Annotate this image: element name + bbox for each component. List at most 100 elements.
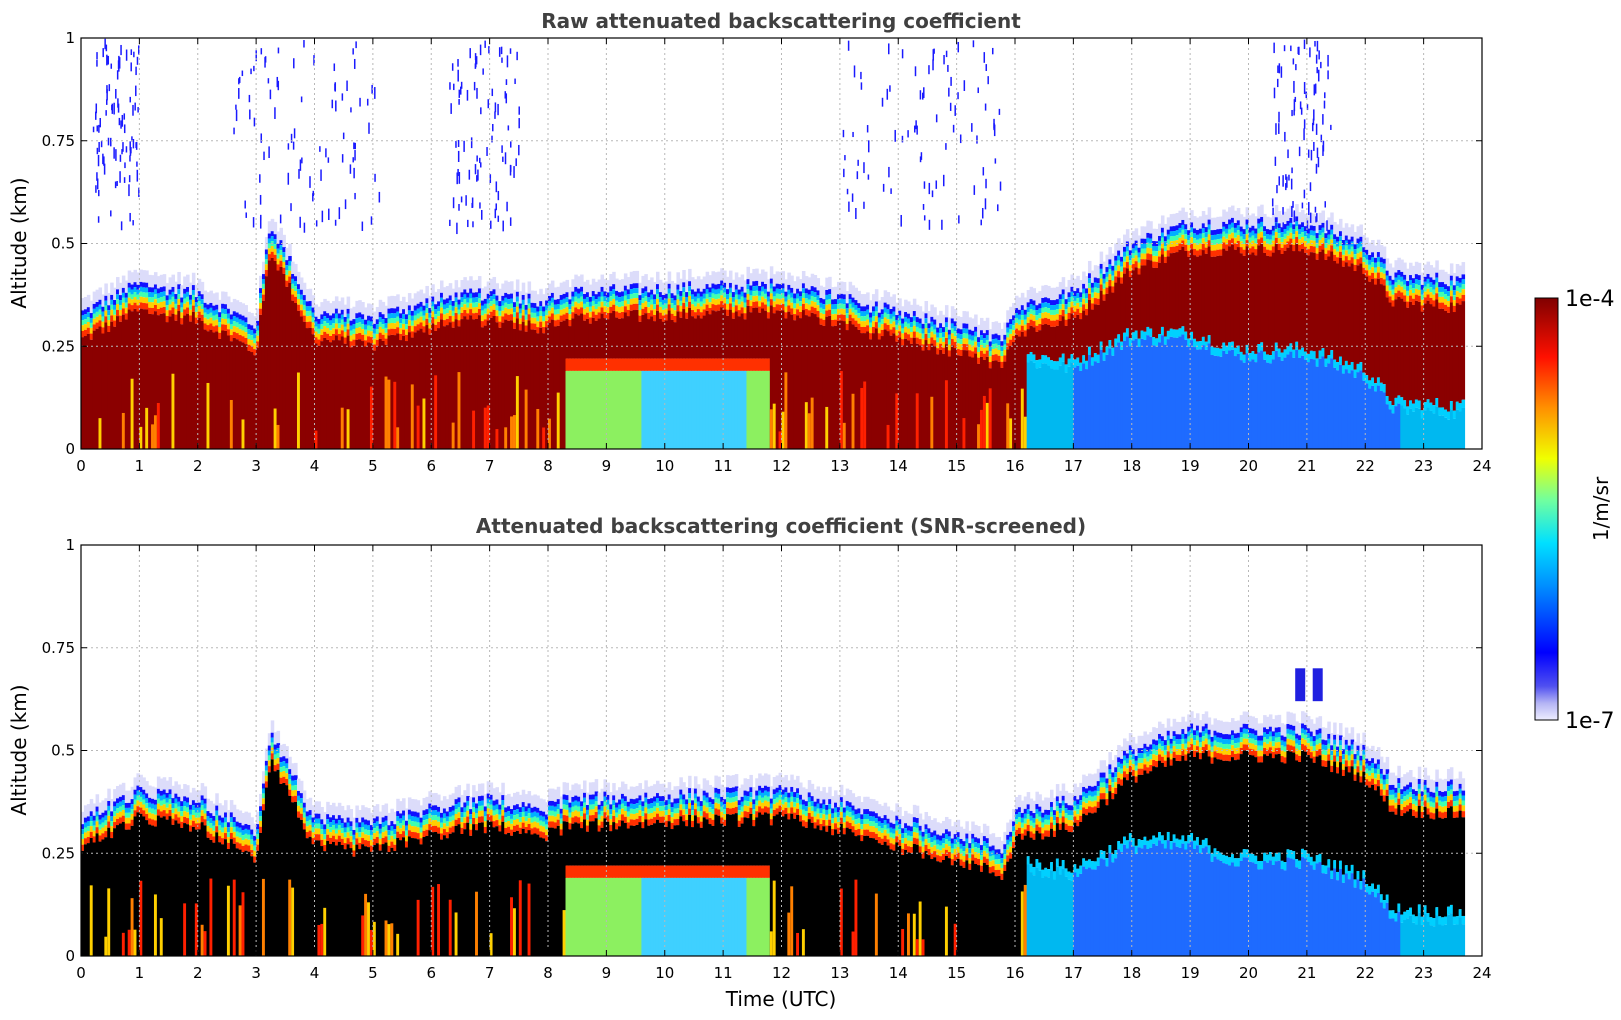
cell: [276, 424, 281, 449]
edge-cell: [676, 294, 680, 300]
edge-cell: [1359, 246, 1363, 252]
edge-cell: [1230, 238, 1235, 245]
halo-cell: [1248, 215, 1253, 228]
edge-cell: [1082, 304, 1086, 311]
edge-cell: [726, 289, 730, 295]
edge-cell: [194, 817, 199, 824]
edge-cell: [320, 319, 324, 325]
noise-cell: [881, 97, 884, 107]
cell: [259, 832, 263, 956]
edge-cell: [559, 315, 564, 322]
edge-cell: [232, 826, 237, 832]
edge-cell: [1050, 300, 1054, 306]
edge-cell: [1458, 298, 1463, 305]
edge-cell: [171, 291, 175, 297]
edge-cell: [1079, 312, 1083, 320]
cell: [145, 309, 149, 449]
cell: [1210, 354, 1215, 449]
edge-cell: [819, 302, 823, 308]
edge-cell: [1441, 287, 1445, 292]
noise-cell: [901, 135, 904, 143]
edge-cell: [326, 327, 330, 334]
edge-cell: [1321, 227, 1325, 233]
edge-cell: [1029, 313, 1034, 320]
edge-cell: [1055, 313, 1060, 320]
edge-cell: [545, 300, 549, 306]
edge-cell: [171, 307, 175, 314]
cell: [1449, 401, 1454, 410]
edge-cell: [404, 334, 409, 342]
noise-cell: [359, 97, 361, 107]
cell: [89, 339, 94, 449]
edge-cell: [504, 313, 508, 320]
noise-cell: [1303, 82, 1306, 94]
cell: [1362, 380, 1366, 449]
edge-cell: [188, 315, 193, 322]
edge-cell: [1134, 261, 1139, 268]
halo-cell: [489, 278, 494, 292]
cell: [1298, 349, 1302, 358]
edge-cell: [326, 323, 330, 328]
edge-cell: [410, 331, 415, 338]
edge-cell: [346, 308, 351, 314]
edge-cell: [291, 796, 295, 803]
edge-cell: [1406, 301, 1410, 308]
halo-cell: [1184, 211, 1188, 225]
edge-cell: [1406, 285, 1410, 291]
cell: [1245, 344, 1250, 354]
cell: [294, 302, 298, 449]
halo-cell: [1452, 272, 1457, 286]
cell: [1222, 350, 1226, 449]
edge-cell: [813, 292, 818, 298]
edge-cell: [1411, 278, 1416, 284]
edge-cell: [1283, 224, 1288, 229]
edge-cell: [1012, 335, 1016, 343]
edge-cell: [857, 308, 861, 314]
cell: [224, 330, 228, 449]
edge-cell: [186, 807, 190, 813]
edge-cell: [746, 293, 750, 300]
edge-cell: [1303, 236, 1308, 241]
edge-cell: [816, 305, 821, 311]
noise-cell: [113, 147, 115, 159]
noise-cell: [108, 84, 111, 92]
edge-cell: [1242, 234, 1247, 240]
halo-cell: [1158, 223, 1162, 236]
cell: [1105, 346, 1109, 355]
edge-cell: [326, 333, 330, 340]
edge-cell: [454, 313, 459, 320]
edge-cell: [104, 310, 108, 317]
edge-cell: [1242, 249, 1247, 256]
edge-cell: [836, 294, 841, 300]
edge-cell: [909, 337, 914, 344]
edge-cell: [139, 796, 143, 802]
halo-cell: [142, 777, 146, 790]
noise-cell: [113, 102, 115, 115]
cell: [618, 358, 622, 371]
edge-cell: [1321, 222, 1325, 228]
edge-cell: [1090, 303, 1095, 310]
edge-cell: [1178, 243, 1182, 250]
edge-cell: [457, 320, 462, 327]
cell: [188, 321, 193, 449]
edge-cell: [317, 818, 321, 824]
edge-cell: [726, 303, 730, 310]
edge-cell: [504, 292, 508, 298]
cell: [1455, 401, 1460, 410]
edge-cell: [1090, 292, 1095, 298]
edge-cell: [982, 343, 987, 348]
halo-cell: [454, 280, 459, 293]
halo-cell: [1000, 328, 1004, 342]
edge-cell: [180, 801, 184, 807]
edge-cell: [1216, 243, 1220, 250]
halo-cell: [1324, 220, 1328, 234]
halo-cell: [1163, 223, 1168, 237]
edge-cell: [842, 314, 847, 322]
noise-cell: [491, 88, 494, 97]
edge-cell: [1108, 269, 1112, 275]
noise-cell: [972, 40, 975, 48]
edge-cell: [702, 293, 707, 299]
halo-cell: [1090, 270, 1095, 283]
edge-cell: [168, 299, 173, 305]
noise-cell: [942, 174, 945, 187]
